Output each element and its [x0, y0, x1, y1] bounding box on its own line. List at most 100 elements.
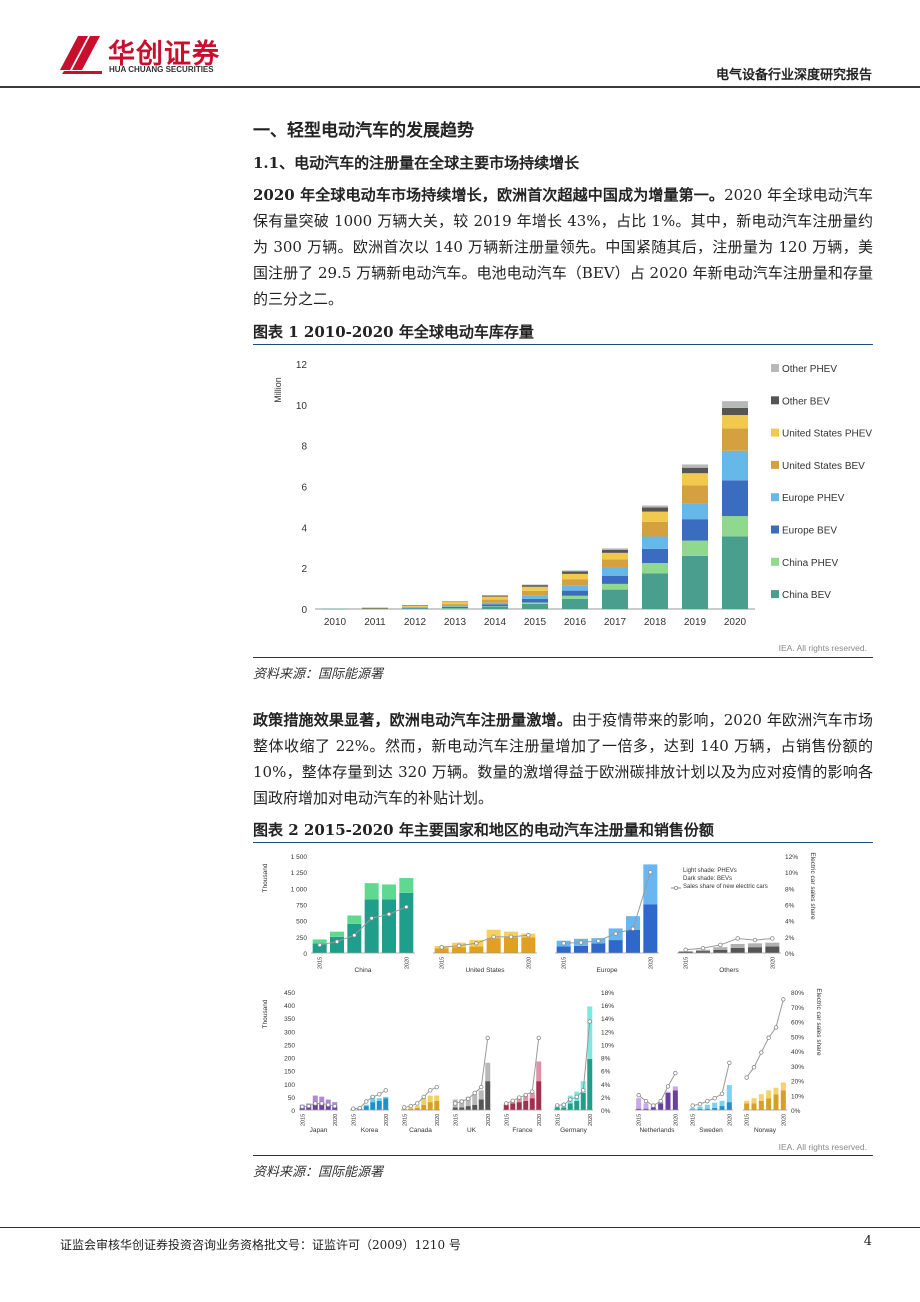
- share-point: [517, 1095, 522, 1100]
- bar-segment: [522, 590, 548, 596]
- bar-phev: [421, 1098, 427, 1105]
- bar-segment: [402, 608, 428, 609]
- bar-segment: [642, 536, 668, 549]
- figure-1-title: 图表 1 2010-2020 年全球电动车库存量: [253, 323, 534, 341]
- bar-bev: [643, 904, 658, 953]
- x-tick-label: 2012: [404, 617, 427, 628]
- x-tick-last: 2020: [404, 957, 410, 969]
- bar-bev: [478, 1099, 484, 1110]
- group-label: Germany: [560, 1127, 587, 1134]
- x-tick-first: 2015: [745, 1114, 751, 1126]
- bar-phev: [504, 931, 518, 938]
- y-axis-label: Thousand: [262, 999, 269, 1028]
- bar-bev: [697, 1108, 703, 1110]
- share-point: [727, 1060, 732, 1065]
- legend-swatch: [771, 364, 779, 372]
- y-tick-label: 8: [301, 442, 307, 453]
- bar-bev: [587, 1058, 593, 1110]
- share-line: [692, 1062, 730, 1107]
- legend-label: Other PHEV: [782, 364, 837, 375]
- y2-tick-label: 0%: [791, 1108, 801, 1115]
- bar-bev: [516, 1102, 522, 1110]
- y-axis-label: Thousand: [262, 863, 269, 892]
- bar-bev: [364, 899, 379, 953]
- bar-phev: [713, 947, 728, 950]
- share-point: [466, 1096, 471, 1102]
- bar-segment: [562, 579, 588, 586]
- x-tick-first: 2015: [562, 957, 568, 969]
- bar-bev: [523, 1100, 529, 1110]
- bar-segment: [602, 575, 628, 584]
- y-tick-label: 12: [296, 360, 308, 371]
- y-axis-label: Million: [273, 377, 283, 403]
- x-tick-last: 2020: [435, 1114, 441, 1126]
- bar-segment: [562, 570, 588, 572]
- bar-segment: [722, 536, 748, 609]
- bar-bev: [712, 1107, 718, 1110]
- bar-phev: [382, 884, 396, 900]
- x-tick-last: 2020: [486, 1114, 492, 1126]
- paragraph-2-body: 由于疫情带来的影响，2020 年欧洲汽车市场整体收缩了 22%。然而，新电动汽车…: [253, 711, 873, 807]
- group-label: Netherlands: [639, 1127, 675, 1134]
- footer-rule: [0, 1227, 920, 1228]
- legend-swatch: [771, 557, 779, 566]
- y2-tick-label: 10%: [601, 1042, 614, 1049]
- x-tick-last: 2020: [727, 1114, 733, 1126]
- share-point: [352, 933, 357, 938]
- bar-phev: [319, 1096, 325, 1104]
- bar-segment: [722, 407, 748, 416]
- bar-bev: [556, 946, 571, 953]
- share-point: [306, 1103, 311, 1109]
- share-point: [485, 1035, 490, 1041]
- legend-swatch: [771, 525, 779, 534]
- y2-tick-label: 4%: [785, 919, 795, 926]
- bar-segment: [602, 548, 628, 550]
- bar-bev: [459, 1107, 465, 1110]
- share-point: [313, 1101, 318, 1106]
- bar-phev: [587, 1006, 593, 1059]
- share-point: [300, 1104, 305, 1109]
- share-point: [364, 1099, 369, 1104]
- bar-bev: [751, 1103, 757, 1110]
- bar-segment: [402, 605, 428, 606]
- bar-bev: [363, 1106, 369, 1110]
- group-label: Sweden: [699, 1127, 723, 1134]
- bar-segment: [522, 598, 548, 603]
- x-tick-label: 2013: [444, 617, 467, 628]
- bar-bev: [383, 1098, 389, 1110]
- figure-2-top-rule: [253, 842, 873, 843]
- share-point: [472, 1090, 477, 1096]
- figure-2-source: 资料来源：国际能源署: [253, 1165, 384, 1180]
- header-rule: [0, 86, 920, 88]
- group-label: Canada: [409, 1127, 432, 1134]
- bar-bev: [773, 1094, 779, 1110]
- bar-segment: [522, 586, 548, 591]
- bar-bev: [665, 1092, 671, 1110]
- legend-swatch: [771, 428, 779, 437]
- share-point: [673, 1070, 678, 1076]
- y2-tick-label: 6%: [601, 1069, 611, 1076]
- legend-label: Europe BEV: [782, 526, 837, 537]
- bar-segment: [602, 549, 628, 553]
- bar-bev: [748, 947, 762, 953]
- bar-bev: [434, 1100, 440, 1110]
- bar-bev: [469, 946, 484, 953]
- y-tick-label: 0: [301, 605, 307, 616]
- share-point: [383, 1088, 388, 1093]
- legend-label: China PHEV: [782, 558, 838, 569]
- logo-cn: 华创证券: [108, 39, 220, 70]
- figure-2-bottom-rule: [253, 1155, 873, 1156]
- bar-bev: [636, 1108, 642, 1110]
- bar-phev: [376, 1098, 382, 1101]
- legend-swatch: [771, 493, 779, 502]
- share-point: [712, 1095, 717, 1101]
- y2-tick-label: 70%: [791, 1005, 804, 1012]
- bar-phev: [696, 949, 710, 952]
- bar-bev: [730, 947, 745, 953]
- bar-phev: [347, 915, 362, 924]
- group-label: Japan: [310, 1127, 328, 1134]
- bar-bev: [726, 1102, 732, 1110]
- share-point: [705, 1098, 710, 1104]
- bar-bev: [561, 1107, 567, 1110]
- bar-segment: [722, 450, 748, 481]
